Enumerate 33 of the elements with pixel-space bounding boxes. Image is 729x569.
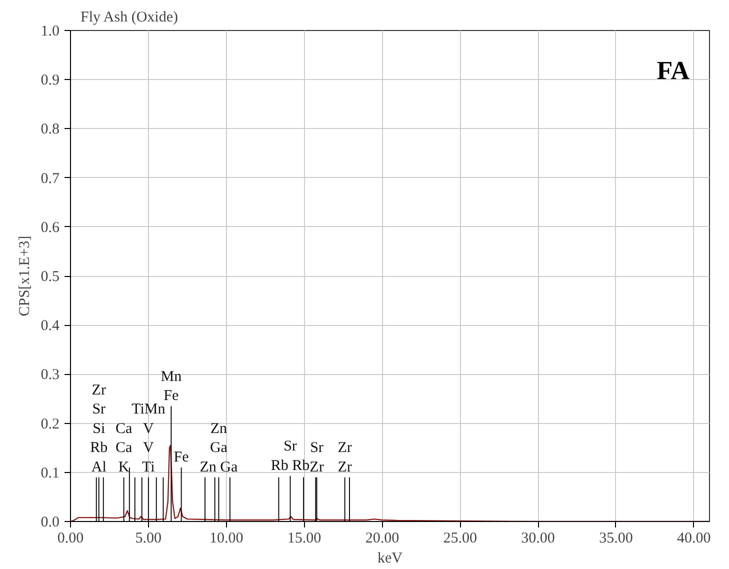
y-tick-label: 0.1 xyxy=(40,465,60,482)
y-tick-label: 0.6 xyxy=(40,220,60,236)
x-tick-label: 0.00 xyxy=(57,530,84,546)
annotation: Fe xyxy=(174,449,190,466)
annotation: Zr Zr xyxy=(338,440,352,476)
y-tick-label: 0.0 xyxy=(40,514,60,530)
y-tick-label: 0.8 xyxy=(40,122,60,138)
annotation: TiMn V V Ti xyxy=(132,402,166,476)
x-axis-title: keV xyxy=(378,550,403,566)
y-tick-label: 0.2 xyxy=(40,416,60,432)
x-tick-label: 30.00 xyxy=(521,530,555,546)
x-tick-label: 25.00 xyxy=(443,530,478,546)
y-tick-label: 0.4 xyxy=(40,318,60,334)
y-tick-label: 0.5 xyxy=(40,269,60,285)
x-tick-label: 10.00 xyxy=(209,530,244,546)
annotation: Sr Rb Rb xyxy=(270,438,310,474)
annotation: Zn Ga Zn Ga xyxy=(200,420,238,476)
annotation: Zr Sr Si Rb Al xyxy=(90,382,108,476)
annotation: Sr Zr xyxy=(310,440,324,476)
x-tick-label: 15.00 xyxy=(287,530,322,546)
annotation: Ca Ca K xyxy=(115,420,132,476)
x-tick-label: 40.00 xyxy=(677,530,711,546)
x-tick-label: 20.00 xyxy=(365,530,400,546)
y-tick-label: 0.7 xyxy=(40,170,60,187)
chart-title: Fly Ash (Oxide) xyxy=(80,10,178,26)
y-tick-label: 0.9 xyxy=(40,72,60,89)
x-tick-label: 35.00 xyxy=(599,530,633,546)
y-tick-label: 1.0 xyxy=(40,24,60,40)
annotation: FA xyxy=(656,56,690,85)
y-tick-label: 0.3 xyxy=(40,367,60,384)
x-tick-label: 5.00 xyxy=(135,530,162,546)
annotation: Mn Fe xyxy=(160,368,182,404)
y-axis-title: CPS[x1.E+3] xyxy=(16,236,33,316)
